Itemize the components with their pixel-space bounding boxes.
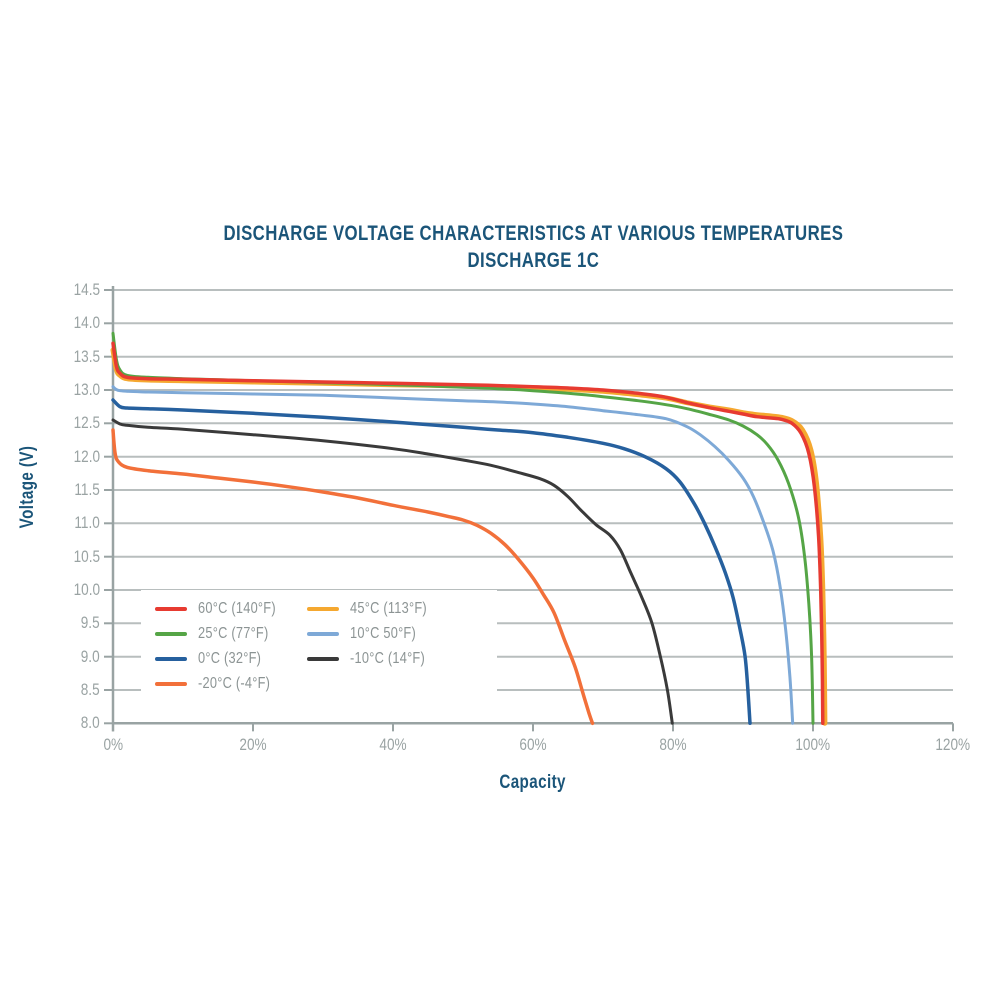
legend-item: 25°C (77°F) — [155, 623, 307, 645]
legend-item: -10°C (14°F) — [307, 648, 483, 670]
y-tick-label: 8.0 — [81, 713, 100, 732]
y-tick-label: 14.5 — [73, 280, 100, 299]
x-tick-label: 20% — [239, 735, 267, 754]
curve-5 — [111, 418, 674, 725]
legend-item: 0°C (32°F) — [155, 648, 307, 670]
legend-swatch — [307, 657, 339, 661]
y-tick-label: 10.0 — [73, 580, 100, 599]
curve-6 — [111, 428, 595, 726]
y-tick-label: 14.0 — [73, 313, 100, 332]
x-tick-label: 40% — [379, 735, 407, 754]
x-tick-label: 120% — [935, 735, 971, 754]
legend-swatch — [155, 657, 187, 661]
x-axis-title: Capacity — [499, 772, 567, 793]
y-tick-label: 11.0 — [74, 513, 100, 532]
y-tick-label: 13.0 — [73, 380, 100, 399]
legend-item: 45°C (113°F) — [307, 598, 483, 620]
y-tick-label: 12.5 — [73, 413, 100, 432]
y-tick-label: 13.5 — [73, 347, 100, 366]
x-tick-label: 100% — [795, 735, 831, 754]
y-tick-label: 12.0 — [73, 447, 100, 466]
legend-swatch — [155, 607, 187, 611]
y-tick-label: 10.5 — [73, 547, 100, 566]
legend-swatch — [307, 632, 339, 636]
y-tick-label: 8.5 — [81, 680, 100, 699]
y-tick-label: 9.0 — [81, 647, 100, 666]
legend-swatch — [155, 632, 187, 636]
legend-label: 0°C (32°F) — [198, 650, 262, 667]
legend-label: 25°C (77°F) — [198, 625, 269, 642]
legend: 60°C (140°F) 45°C (113°F) 25°C (77°F) 10°C … — [141, 590, 497, 703]
y-tick-label: 11.5 — [74, 480, 100, 499]
curve-0 — [111, 341, 825, 726]
y-tick-label: 9.5 — [81, 613, 100, 632]
x-tick-label: 80% — [659, 735, 687, 754]
legend-swatch — [307, 607, 339, 611]
legend-item: 10°C 50°F) — [307, 623, 483, 645]
legend-label: -20°C (-4°F) — [198, 675, 271, 692]
legend-label: 60°C (140°F) — [198, 600, 276, 617]
curve-3 — [111, 385, 795, 725]
legend-label: 45°C (113°F) — [350, 600, 427, 617]
curve-4 — [111, 398, 752, 726]
chart-subtitle: DISCHARGE 1C — [467, 249, 599, 272]
legend-label: 10°C 50°F) — [350, 625, 416, 642]
legend-label: -10°C (14°F) — [350, 650, 425, 667]
legend-item: 60°C (140°F) — [155, 598, 307, 620]
chart-title: DISCHARGE VOLTAGE CHARACTERISTICS AT VAR… — [223, 222, 843, 245]
x-tick-label: 60% — [519, 735, 547, 754]
x-tick-label: 0% — [103, 735, 123, 754]
legend-swatch — [155, 682, 187, 686]
legend-item: -20°C (-4°F) — [155, 673, 307, 695]
chart-title-block: DISCHARGE VOLTAGE CHARACTERISTICS AT VAR… — [113, 220, 953, 274]
